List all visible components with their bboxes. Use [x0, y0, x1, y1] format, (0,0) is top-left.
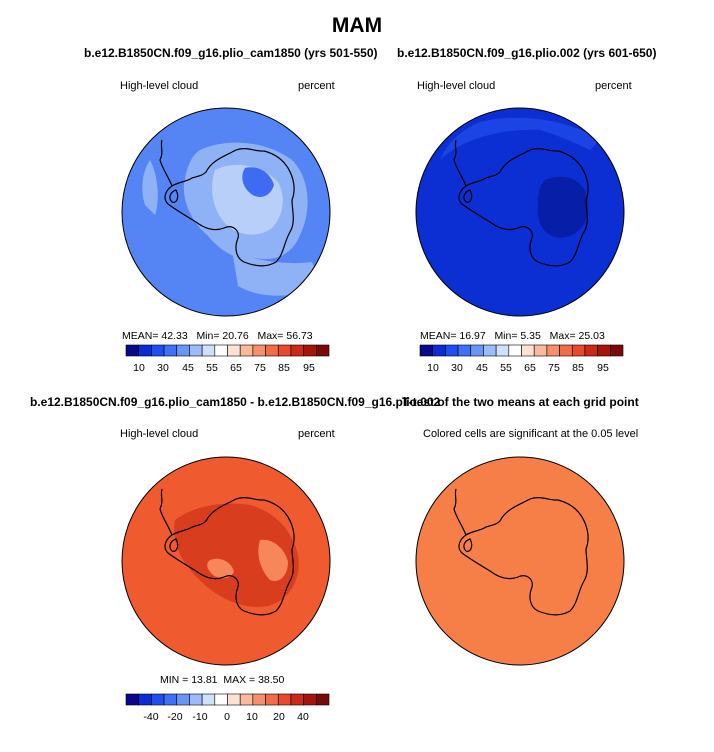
- panel1-coastline: [159, 139, 295, 267]
- colorbar-swatch: [290, 693, 304, 706]
- colorbar-swatch: [445, 344, 459, 357]
- colorbar-swatch: [189, 344, 203, 357]
- panel1-variable: High-level cloud: [120, 80, 199, 92]
- colorbar-swatch: [432, 344, 446, 357]
- colorbar-swatch: [265, 344, 279, 357]
- colorbar-swatch: [189, 693, 203, 706]
- colorbar-swatch: [201, 344, 216, 357]
- colorbar-swatch: [419, 344, 433, 357]
- panel2-colorbar: [419, 344, 624, 357]
- colorbar-swatch: [521, 344, 535, 357]
- panel1-colorbar-labels: 10 30 45 55 65 75 85 95: [133, 362, 315, 374]
- colorbar-swatch: [571, 344, 586, 357]
- colorbar-swatch: [495, 344, 510, 357]
- colorbar-swatch: [316, 693, 330, 706]
- colorbar-swatch: [457, 344, 472, 357]
- panel3-units: percent: [298, 428, 335, 440]
- panel1-map: [122, 108, 330, 316]
- panel4-map: [416, 457, 624, 665]
- colorbar-swatch: [597, 344, 611, 357]
- colorbar-swatch: [163, 344, 178, 357]
- colorbar-swatch: [151, 344, 165, 357]
- panel1-colorbar: [125, 344, 330, 357]
- colorbar-swatch: [277, 693, 292, 706]
- panel1-stats: MEAN= 42.33 Min= 20.76 Max= 56.73: [122, 330, 313, 342]
- colorbar-swatch: [227, 693, 241, 706]
- panel3-title: b.e12.B1850CN.f09_g16.plio_cam1850 - b.e…: [30, 395, 441, 409]
- panel3-variable: High-level cloud: [120, 428, 199, 440]
- panel2-map: [416, 108, 624, 316]
- panel1-title: b.e12.B1850CN.f09_g16.plio_cam1850 (yrs …: [84, 46, 378, 60]
- panel2-variable: High-level cloud: [417, 80, 496, 92]
- colorbar-swatch: [290, 344, 304, 357]
- panel3-colorbar-labels: -40 -20 -10 0 10 20 40: [143, 711, 309, 723]
- panel4-map-border: [415, 456, 625, 666]
- colorbar-swatch: [163, 693, 178, 706]
- panel3-stats: MIN = 13.81 MAX = 38.50: [160, 674, 285, 686]
- colorbar-swatch: [214, 344, 228, 357]
- panel4-title: T-test of the two means at each grid poi…: [402, 395, 639, 409]
- colorbar-swatch: [239, 344, 254, 357]
- panel1-map-border: [121, 107, 331, 317]
- colorbar-swatch: [303, 344, 317, 357]
- colorbar-swatch: [303, 693, 317, 706]
- panel3-map-border: [121, 456, 331, 666]
- panel2-title: b.e12.B1850CN.f09_g16.plio.002 (yrs 601-…: [397, 46, 657, 60]
- colorbar-swatch: [316, 344, 330, 357]
- colorbar-swatch: [508, 344, 522, 357]
- colorbar-swatch: [227, 344, 241, 357]
- colorbar-swatch: [214, 693, 228, 706]
- colorbar-swatch: [470, 344, 484, 357]
- colorbar-swatch: [125, 344, 139, 357]
- colorbar-swatch: [610, 344, 624, 357]
- colorbar-swatch: [201, 693, 216, 706]
- colorbar-swatch: [277, 344, 292, 357]
- panel4-note: Colored cells are significant at the 0.0…: [423, 428, 639, 440]
- colorbar-swatch: [176, 344, 190, 357]
- panel3-map: [122, 457, 330, 665]
- panel3-colorbar: [125, 693, 330, 706]
- panel4-coastline: [453, 488, 589, 616]
- panel3-coastline: [159, 488, 295, 616]
- colorbar-swatch: [138, 693, 152, 706]
- colorbar-swatch: [239, 693, 254, 706]
- colorbar-swatch: [125, 693, 139, 706]
- colorbar-swatch: [151, 693, 165, 706]
- panel2-colorbar-labels: 10 30 45 55 65 75 85 95: [427, 362, 609, 374]
- colorbar-swatch: [533, 344, 548, 357]
- colorbar-swatch: [138, 344, 152, 357]
- panel2-stats: MEAN= 16.97 Min= 5.35 Max= 25.03: [420, 330, 605, 342]
- colorbar-swatch: [176, 693, 190, 706]
- figure-title: MAM: [331, 14, 383, 37]
- colorbar-swatch: [252, 344, 266, 357]
- colorbar-swatch: [559, 344, 573, 357]
- colorbar-swatch: [483, 344, 497, 357]
- colorbar-swatch: [265, 693, 279, 706]
- colorbar-swatch: [584, 344, 598, 357]
- panel2-coastline: [453, 139, 589, 267]
- panel2-units: percent: [595, 80, 632, 92]
- colorbar-swatch: [252, 693, 266, 706]
- colorbar-swatch: [546, 344, 560, 357]
- panel2-map-border: [415, 107, 625, 317]
- panel1-units: percent: [298, 80, 335, 92]
